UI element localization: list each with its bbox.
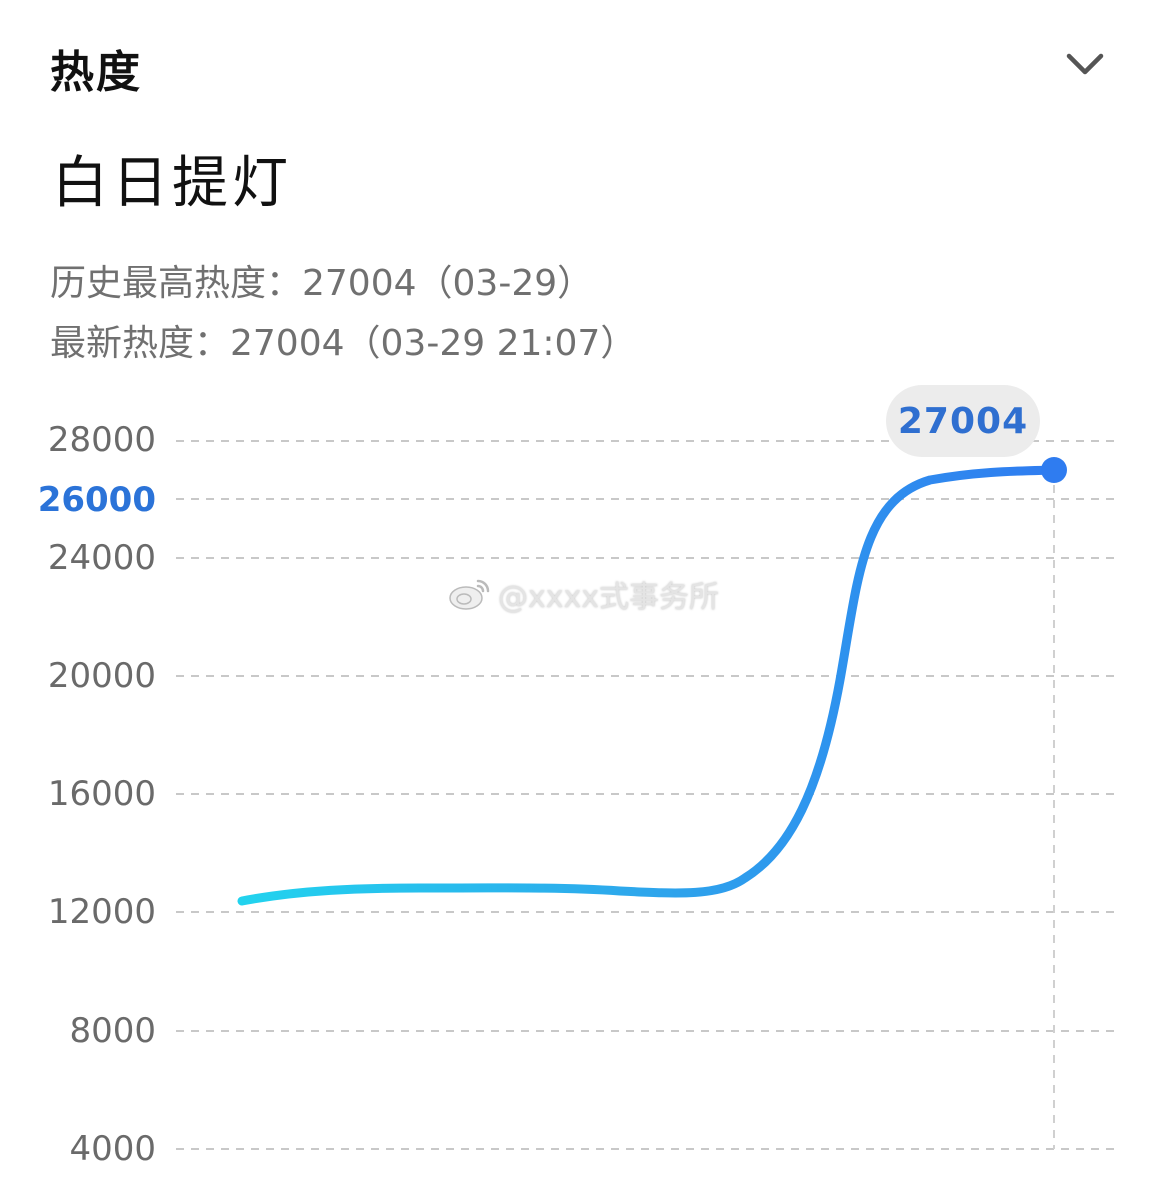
grid-lines — [176, 440, 1116, 1150]
heat-line — [237, 465, 1059, 906]
y-tick-24000: 24000 — [47, 538, 156, 578]
y-tick-12000: 12000 — [47, 892, 156, 932]
last-data-point — [1041, 457, 1067, 483]
y-tick-20000: 20000 — [47, 656, 156, 696]
chevron-down-icon[interactable] — [1062, 46, 1108, 82]
section-title: 热度 — [50, 47, 142, 98]
y-tick-16000: 16000 — [47, 774, 156, 814]
peak-heat-stat: 历史最高热度：27004（03-29） — [50, 263, 594, 304]
watermark: @xxxx式事务所 — [448, 572, 719, 616]
watermark-text: @xxxx式事务所 — [498, 580, 720, 615]
latest-heat-stat: 最新热度：27004（03-29 21:07） — [50, 323, 637, 364]
y-tick-4000: 4000 — [69, 1129, 156, 1169]
y-tick-28000: 28000 — [47, 420, 156, 460]
topic-title: 白日提灯 — [52, 151, 292, 216]
value-tooltip: 27004 — [886, 385, 1040, 457]
y-tick-26000-highlighted: 26000 — [37, 480, 156, 520]
weibo-icon — [448, 577, 492, 611]
y-tick-8000: 8000 — [69, 1011, 156, 1051]
